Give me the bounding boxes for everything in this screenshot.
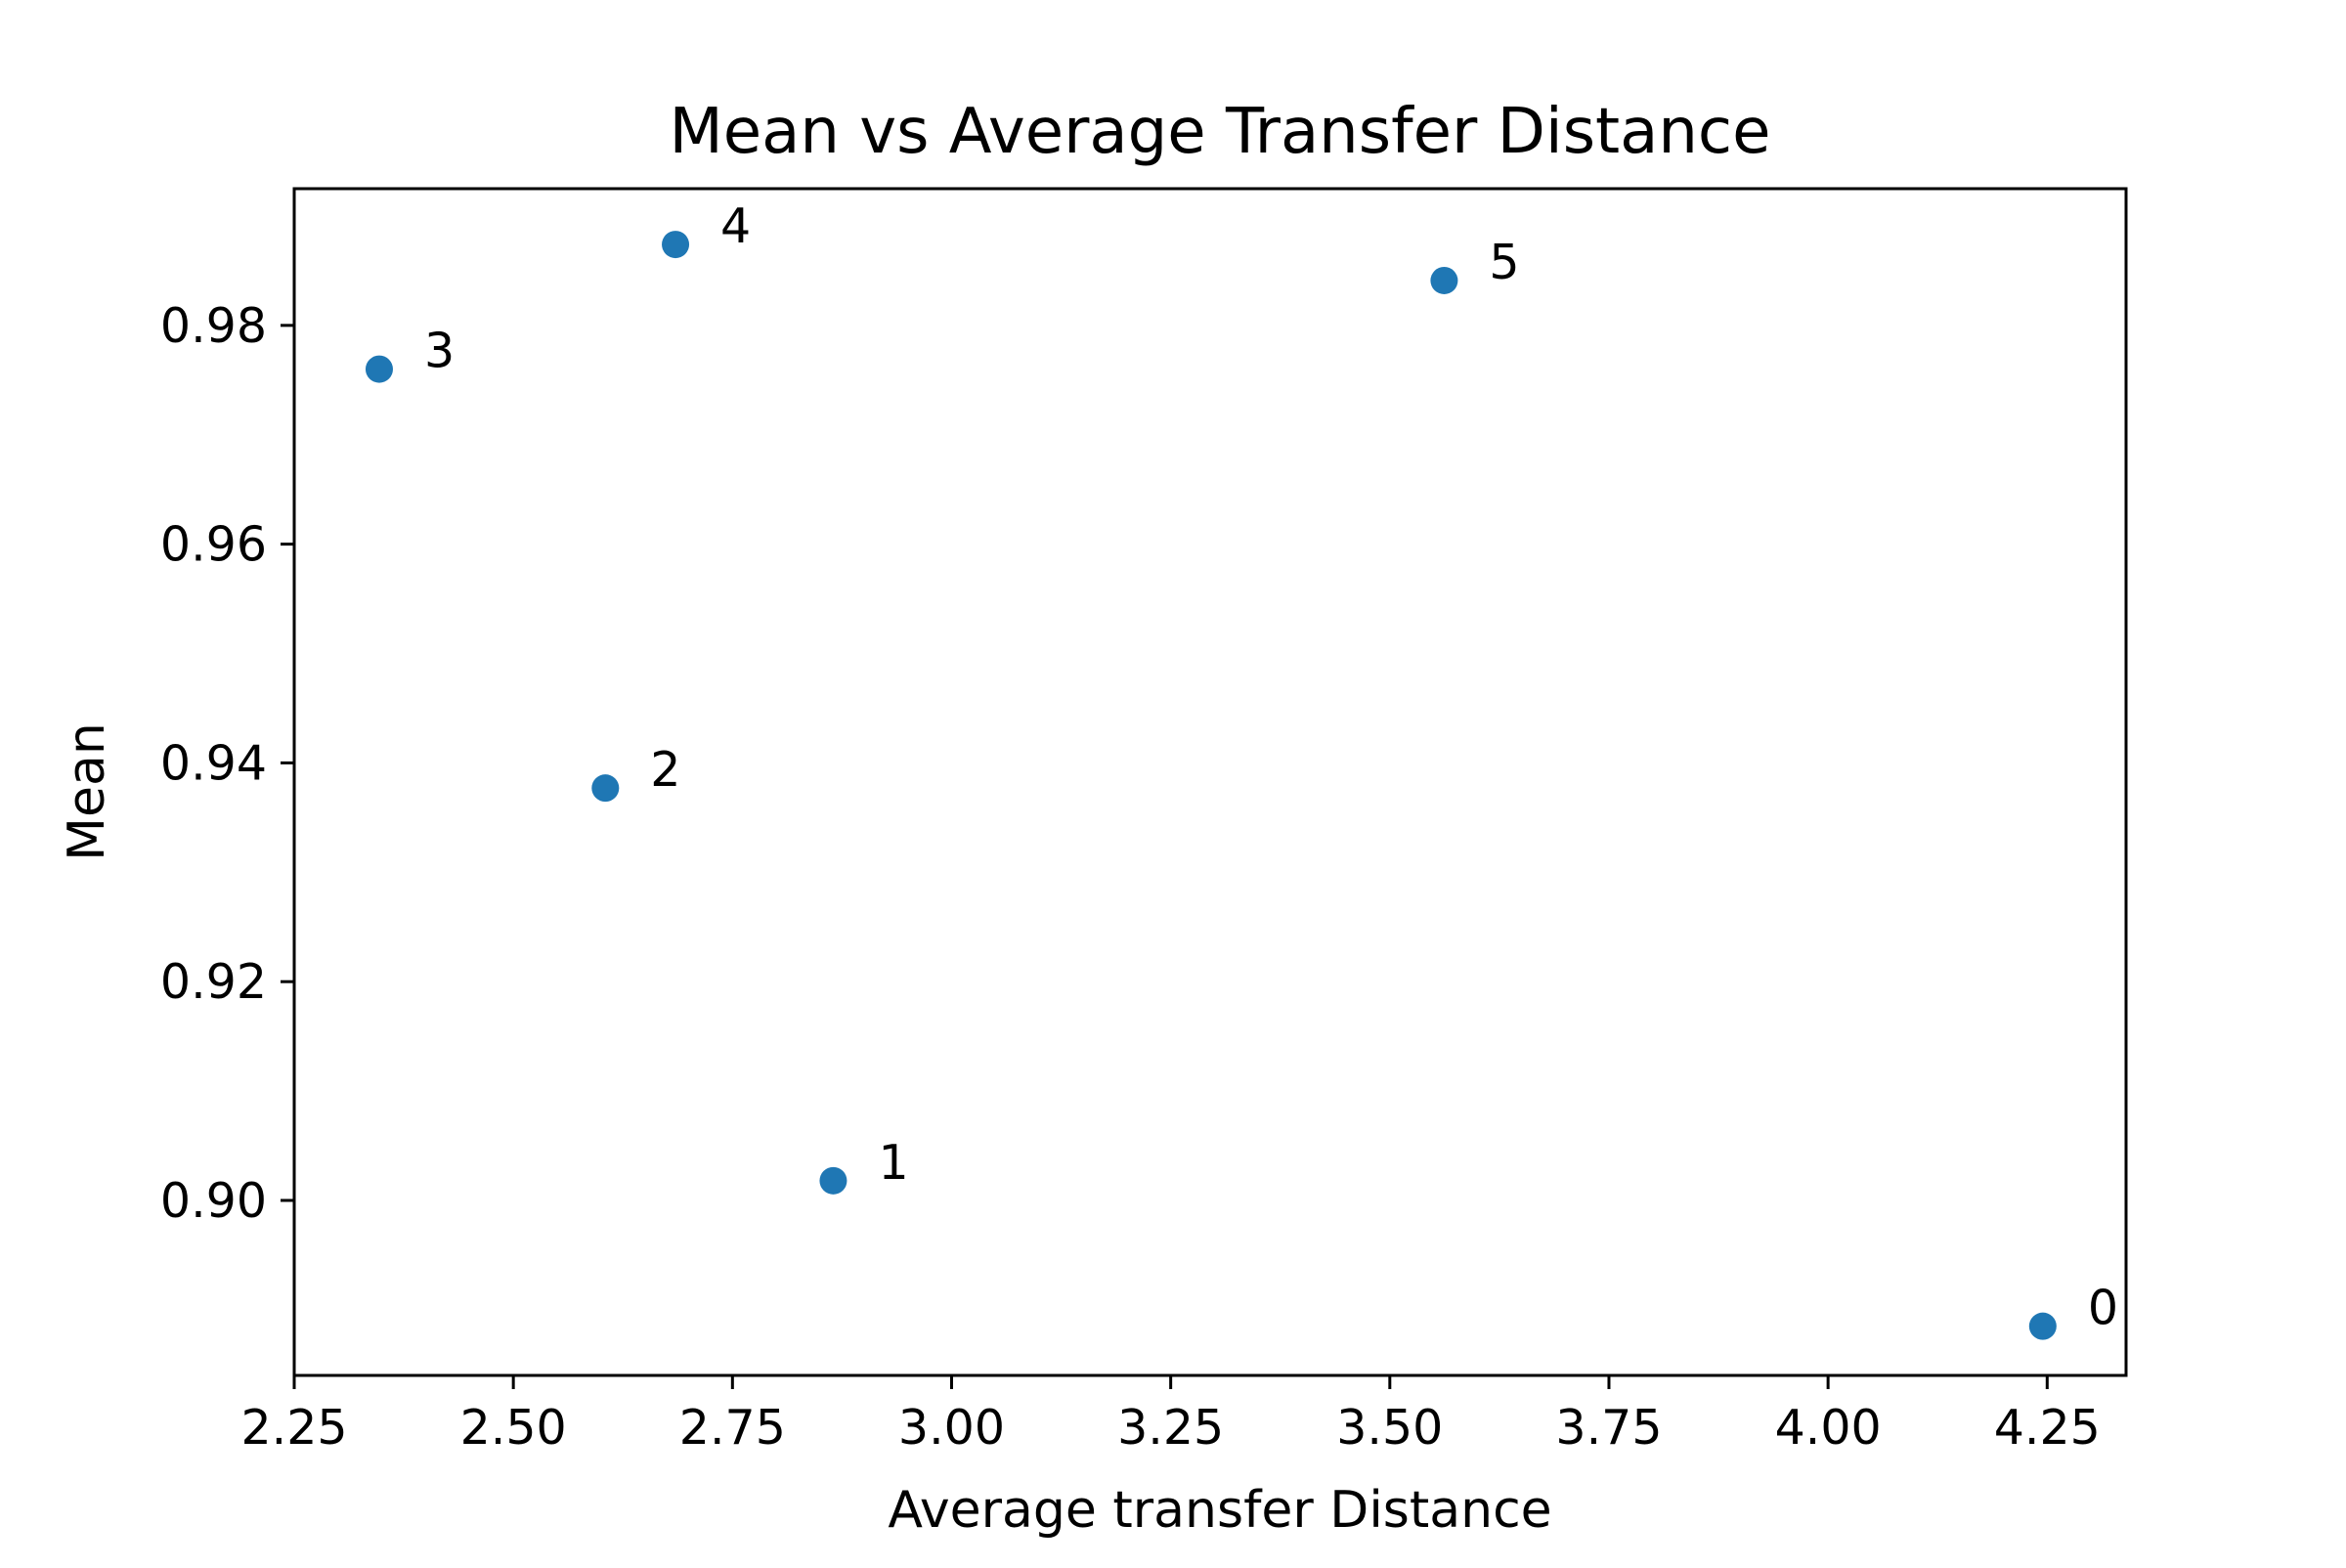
data-points: 0 1 2 3 4 5 (365, 198, 2118, 1340)
x-tick-label: 2.50 (460, 1400, 567, 1456)
scatter-point (662, 231, 690, 259)
x-tick-label: 4.25 (1994, 1400, 2101, 1456)
y-tick-label: 0.94 (160, 735, 267, 791)
y-tick-label: 0.98 (160, 298, 267, 354)
point-label: 5 (1489, 235, 1519, 290)
chart-title: Mean vs Average Transfer Distance (670, 96, 1771, 168)
scatter-point (2028, 1312, 2057, 1340)
x-tick-label: 4.00 (1775, 1400, 1882, 1456)
point-label: 0 (2088, 1281, 2118, 1336)
point-label: 4 (720, 198, 751, 254)
scatter-point (365, 355, 393, 383)
plot-area-frame (292, 187, 2128, 1377)
point-label: 3 (424, 324, 455, 379)
point-label: 1 (878, 1135, 908, 1191)
point-label: 2 (650, 742, 680, 798)
x-tick-label: 3.75 (1555, 1400, 1662, 1456)
y-tick-label: 0.92 (160, 954, 267, 1010)
x-tick-label: 3.25 (1117, 1400, 1224, 1456)
y-tick-label: 0.96 (160, 517, 267, 573)
scatter-point (591, 774, 620, 803)
x-tick-label: 2.25 (240, 1400, 347, 1456)
x-tick-label: 2.75 (679, 1400, 786, 1456)
x-tick-label: 3.00 (898, 1400, 1005, 1456)
x-axis-label: Average transfer Distance (888, 1481, 1551, 1540)
scatter-point (819, 1166, 847, 1195)
x-tick-label: 3.50 (1336, 1400, 1443, 1456)
axis-ticks: 2.25 2.50 2.75 3.00 3.25 3.50 3.75 4.00 4.25 0.90… (160, 298, 2101, 1456)
scatter-point (1430, 266, 1458, 294)
y-axis-label: Mean (58, 722, 116, 861)
y-tick-label: 0.90 (160, 1173, 267, 1229)
